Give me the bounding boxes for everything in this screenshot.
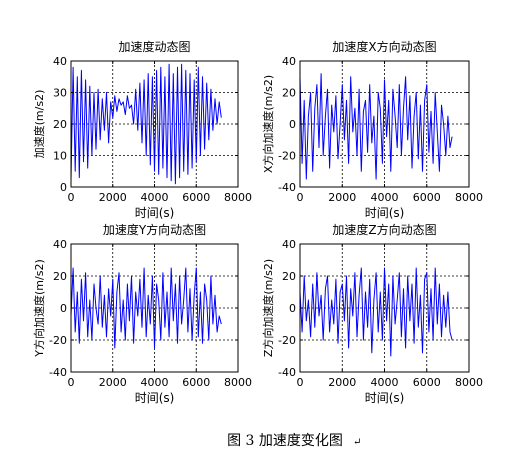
x-tick-label: 2000 [328, 191, 356, 204]
y-axis-label: 加速度(m/s2) [32, 90, 46, 159]
x-tick-label: 2000 [99, 191, 127, 204]
y-tick-label: 40 [53, 238, 67, 251]
chart-title: 加速度X方向动态图 [332, 39, 436, 54]
y-tick-label: 40 [53, 55, 67, 68]
x-tick-label: 6000 [413, 191, 441, 204]
x-tick-label: 8000 [224, 191, 252, 204]
chart-title: 加速度动态图 [118, 39, 190, 54]
y-tick-label: 20 [53, 118, 67, 131]
series-line-1 [70, 267, 222, 349]
y-tick-label: 30 [53, 87, 67, 100]
x-tick-label: 6000 [182, 191, 210, 204]
y-tick-label: -40 [49, 366, 67, 379]
y-tick-label: 20 [282, 87, 296, 100]
x-tick-label: 2000 [99, 376, 127, 389]
y-tick-label: 0 [289, 118, 296, 131]
x-tick-label: 0 [297, 191, 304, 204]
x-tick-label: 4000 [141, 191, 169, 204]
x-tick-label: 0 [68, 376, 75, 389]
subplot-4: 0 2000 4000 6000 8000 -40 -20 0 20 40 加速度Z方向动态图时间(… [261, 222, 483, 405]
y-tick-label: 0 [60, 302, 67, 315]
y-tick-label: 40 [282, 238, 296, 251]
x-axis-label: 时间(s) [135, 206, 175, 220]
y-tick-label: 0 [289, 302, 296, 315]
y-axis-label: X方向加速度(m/s2) [261, 75, 275, 173]
y-tick-label: 10 [53, 150, 67, 163]
x-tick-label: 4000 [371, 191, 399, 204]
x-tick-label: 4000 [141, 376, 169, 389]
chart-title: 加速度Z方向动态图 [332, 222, 436, 237]
x-tick-label: 8000 [455, 376, 483, 389]
x-tick-label: 8000 [455, 191, 483, 204]
paragraph-mark: ↵ [353, 437, 361, 448]
series-line-1 [299, 73, 453, 180]
x-tick-label: 4000 [371, 376, 399, 389]
x-axis-label: 时间(s) [135, 391, 175, 405]
x-axis-label: 时间(s) [365, 206, 405, 220]
y-tick-label: -20 [278, 334, 296, 347]
y-tick-label: 20 [53, 270, 67, 283]
y-tick-label: -20 [278, 150, 296, 163]
y-tick-label: 20 [282, 270, 296, 283]
subplot-2: 0 2000 4000 6000 8000 -40 -20 0 20 40 加速度X方向动态图时间(… [261, 39, 483, 220]
x-tick-label: 0 [68, 191, 75, 204]
series-line-1 [70, 63, 222, 185]
figure-caption: 图 3 加速度变化图 [227, 433, 343, 449]
y-tick-label: -20 [49, 334, 67, 347]
y-tick-label: 40 [282, 55, 296, 68]
y-axis-label: Y方向加速度(m/s2) [32, 259, 46, 357]
x-tick-label: 0 [297, 376, 304, 389]
x-axis-label: 时间(s) [365, 391, 405, 405]
x-tick-label: 2000 [328, 376, 356, 389]
series-line-1 [299, 267, 453, 357]
x-tick-label: 6000 [182, 376, 210, 389]
x-tick-label: 8000 [224, 376, 252, 389]
x-tick-label: 6000 [413, 376, 441, 389]
chart-title: 加速度Y方向动态图 [103, 222, 206, 237]
y-axis-label: Z方向加速度(m/s2) [261, 259, 275, 357]
y-tick-label: 0 [60, 181, 67, 194]
y-tick-label: -40 [278, 181, 296, 194]
y-tick-label: -40 [278, 366, 296, 379]
subplot-3: 0 2000 4000 6000 8000 -40 -20 0 20 40 加速度Y方向动态图时间(… [32, 222, 252, 405]
